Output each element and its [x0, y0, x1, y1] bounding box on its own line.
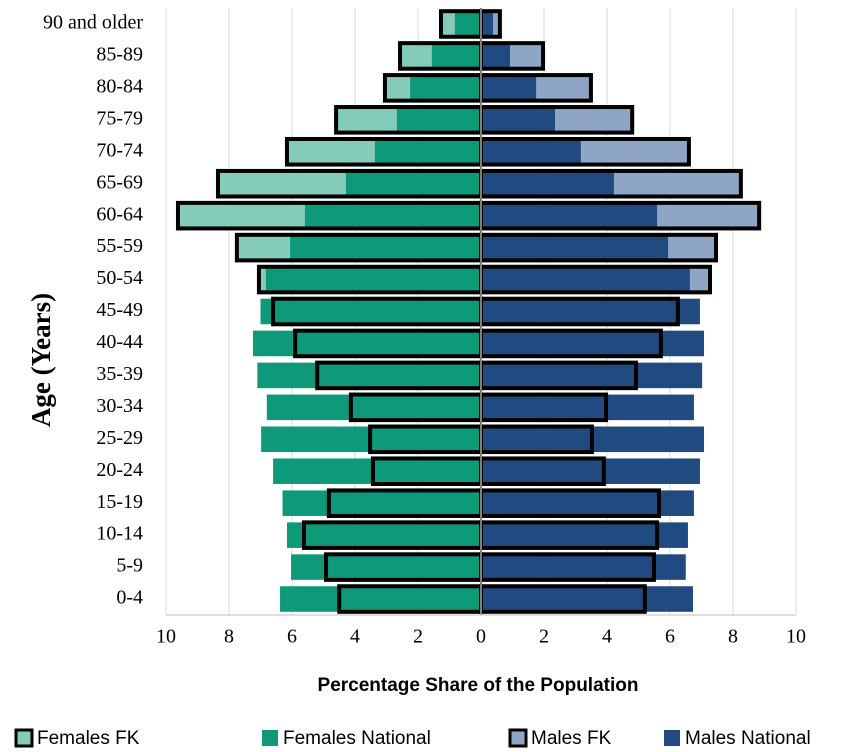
- y-tick-label: 15-19: [96, 491, 143, 513]
- bar: [345, 170, 481, 197]
- bar: [410, 75, 481, 101]
- bar: [481, 490, 694, 516]
- bar: [290, 234, 481, 261]
- bar: [266, 394, 481, 421]
- bar: [481, 107, 556, 133]
- y-tick-label: 10-14: [96, 523, 143, 545]
- y-tick-label: 80-84: [96, 75, 143, 97]
- y-tick-label: 75-79: [96, 107, 143, 129]
- bar: [481, 458, 700, 485]
- bar: [481, 138, 581, 165]
- bar: [481, 394, 694, 421]
- bar: [257, 362, 481, 389]
- x-tick-label: 6: [665, 626, 675, 648]
- x-tick-label: 6: [287, 626, 297, 648]
- legend-label: Females National: [283, 728, 431, 749]
- bar: [481, 586, 693, 612]
- bar: [280, 586, 481, 612]
- x-tick-label: 4: [350, 626, 360, 648]
- y-tick-label: 0-4: [116, 587, 143, 609]
- legend-swatch: [262, 730, 278, 746]
- legend-label: Males FK: [531, 728, 612, 749]
- legend-label: Females FK: [37, 728, 140, 749]
- bar: [273, 458, 481, 485]
- bar: [374, 138, 481, 165]
- y-tick-label: 50-54: [96, 267, 143, 289]
- bar: [481, 522, 688, 548]
- y-tick-label: 70-74: [96, 139, 143, 161]
- legend-swatch: [508, 728, 528, 748]
- bar: [481, 362, 703, 389]
- bar: [481, 11, 493, 37]
- x-tick-label: 10: [786, 626, 806, 648]
- x-tick-label: 2: [413, 626, 423, 648]
- x-tick-label: 8: [224, 626, 234, 648]
- y-tick-label: 90 and older: [43, 12, 143, 34]
- legend-label: Males National: [685, 728, 811, 749]
- y-tick-label: 40-44: [96, 331, 143, 353]
- bar: [481, 298, 700, 325]
- bar: [481, 202, 658, 229]
- y-tick-label: 65-69: [96, 171, 143, 193]
- legend-swatch: [664, 730, 680, 746]
- bar: [286, 522, 481, 548]
- bar: [481, 75, 537, 101]
- y-tick-label: 20-24: [96, 459, 143, 481]
- y-tick-label: 30-34: [96, 395, 143, 417]
- y-tick-label: 25-29: [96, 427, 143, 449]
- bar: [265, 266, 481, 293]
- bar: [454, 11, 481, 37]
- bar: [431, 43, 481, 69]
- x-tick-label: 8: [728, 626, 738, 648]
- x-tick-label: 0: [476, 626, 486, 648]
- bar: [252, 330, 481, 357]
- legend-swatch: [14, 728, 34, 748]
- y-axis-label: Age (Years): [26, 293, 56, 427]
- y-tick-label: 35-39: [96, 363, 143, 385]
- x-tick-label: 2: [539, 626, 549, 648]
- y-tick-label: 55-59: [96, 235, 143, 257]
- bar: [291, 554, 481, 580]
- y-tick-label: 5-9: [116, 555, 143, 577]
- bar: [396, 107, 481, 133]
- bar: [481, 554, 686, 580]
- bar: [481, 330, 705, 357]
- y-tick-label: 45-49: [96, 299, 143, 321]
- bar: [481, 43, 510, 69]
- bar: [481, 266, 690, 293]
- bar: [282, 490, 481, 516]
- y-tick-label: 85-89: [96, 44, 143, 66]
- y-tick-label: 60-64: [96, 203, 143, 225]
- bar: [260, 298, 481, 325]
- x-tick-label: 10: [156, 626, 176, 648]
- bar: [481, 234, 669, 261]
- x-axis-label: Percentage Share of the Population: [318, 675, 639, 696]
- bar: [481, 170, 614, 197]
- bar: [304, 202, 481, 229]
- x-tick-label: 4: [602, 626, 612, 648]
